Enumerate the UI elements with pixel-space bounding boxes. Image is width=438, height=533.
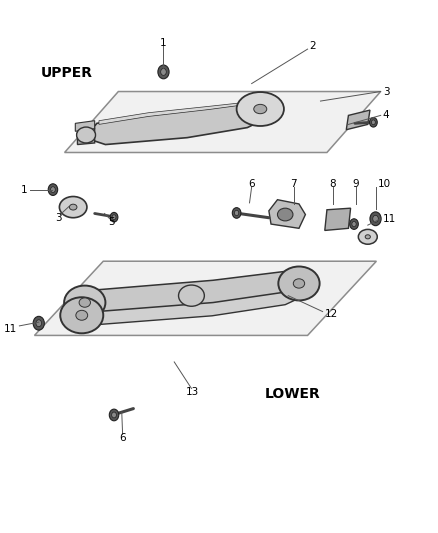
Text: 1: 1	[21, 184, 27, 195]
Text: 8: 8	[329, 179, 336, 189]
Text: 3: 3	[55, 213, 61, 223]
Ellipse shape	[278, 266, 320, 301]
Circle shape	[161, 68, 166, 75]
Text: 13: 13	[186, 387, 199, 397]
Polygon shape	[64, 92, 381, 152]
Circle shape	[370, 212, 381, 225]
Polygon shape	[269, 200, 305, 228]
Ellipse shape	[60, 197, 87, 217]
Text: 3: 3	[383, 86, 389, 96]
Circle shape	[48, 184, 58, 196]
Text: 6: 6	[248, 179, 255, 189]
Text: 1: 1	[160, 38, 167, 48]
Polygon shape	[92, 103, 265, 144]
Text: 4: 4	[383, 110, 389, 120]
Circle shape	[112, 215, 116, 220]
Ellipse shape	[69, 204, 77, 210]
Circle shape	[36, 320, 42, 327]
Text: 5: 5	[109, 217, 115, 228]
Ellipse shape	[60, 297, 103, 333]
Circle shape	[112, 412, 117, 418]
Text: 12: 12	[325, 309, 338, 319]
Ellipse shape	[277, 208, 293, 221]
Text: 2: 2	[310, 41, 316, 51]
Polygon shape	[81, 271, 305, 312]
Circle shape	[50, 187, 55, 192]
Text: UPPER: UPPER	[41, 66, 93, 80]
Text: 10: 10	[378, 179, 391, 189]
Text: 9: 9	[353, 179, 359, 189]
Text: LOWER: LOWER	[265, 387, 320, 401]
Polygon shape	[325, 208, 350, 230]
Text: 11: 11	[4, 324, 17, 334]
Ellipse shape	[358, 229, 377, 244]
Ellipse shape	[365, 235, 371, 239]
Circle shape	[33, 317, 44, 330]
Circle shape	[232, 208, 241, 218]
Ellipse shape	[79, 298, 91, 307]
Polygon shape	[79, 282, 304, 325]
Polygon shape	[78, 127, 95, 144]
Polygon shape	[75, 120, 95, 131]
Circle shape	[234, 211, 239, 216]
Text: 6: 6	[119, 433, 126, 443]
Circle shape	[350, 219, 358, 229]
Polygon shape	[99, 102, 262, 124]
Circle shape	[352, 221, 356, 227]
Ellipse shape	[76, 310, 88, 320]
Circle shape	[158, 65, 169, 79]
Ellipse shape	[179, 285, 205, 306]
Circle shape	[110, 213, 118, 222]
Ellipse shape	[293, 279, 305, 288]
Polygon shape	[346, 110, 370, 130]
Circle shape	[371, 120, 375, 125]
Text: 7: 7	[290, 179, 297, 189]
Polygon shape	[35, 261, 376, 335]
Circle shape	[370, 117, 377, 127]
Ellipse shape	[254, 104, 267, 114]
Circle shape	[373, 215, 378, 222]
Circle shape	[110, 409, 119, 421]
Text: 11: 11	[383, 214, 396, 224]
Ellipse shape	[237, 92, 284, 126]
Ellipse shape	[64, 286, 106, 319]
Ellipse shape	[77, 127, 95, 143]
